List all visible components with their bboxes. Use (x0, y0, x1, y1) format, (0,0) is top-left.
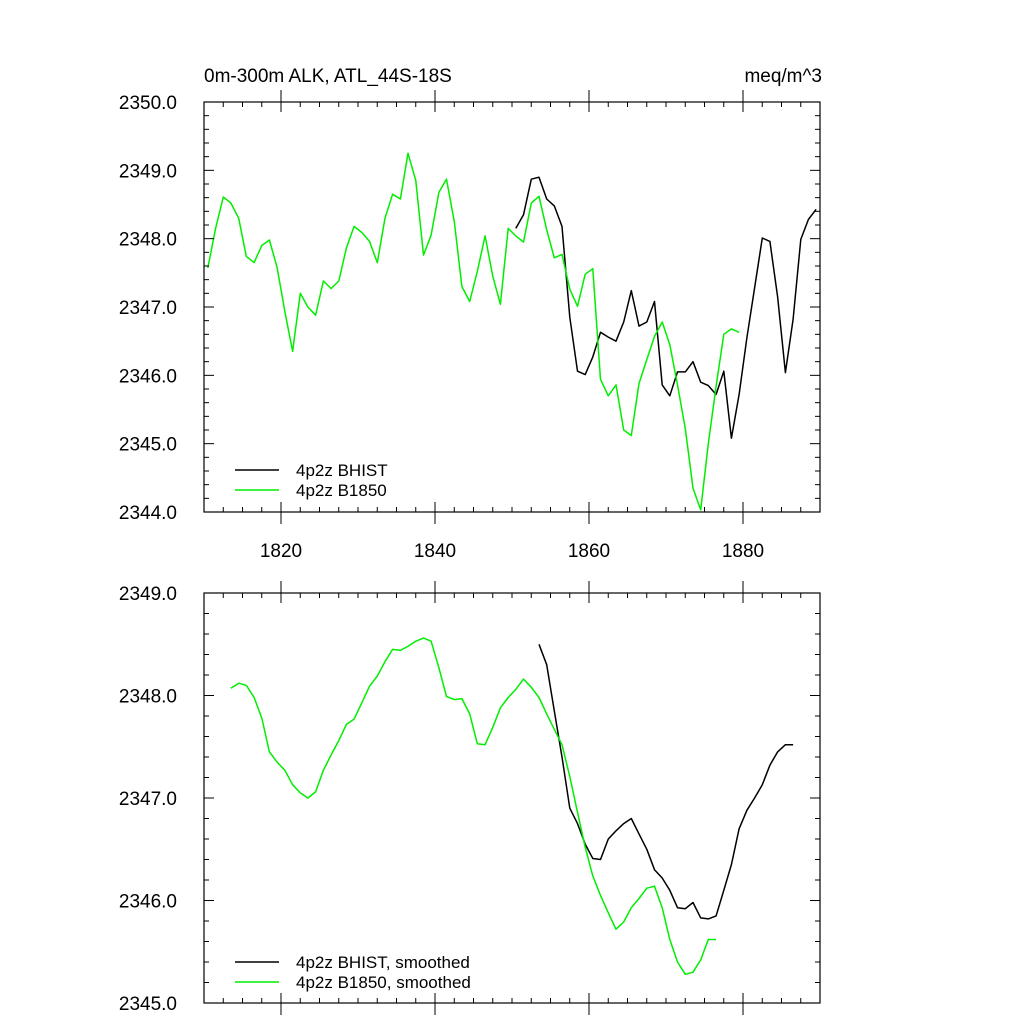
bottom-legend-b1850-label: 4p2z B1850, smoothed (296, 973, 471, 992)
top-panel-units: meq/m^3 (744, 66, 822, 87)
bottom-plot-frame (203, 592, 821, 1004)
top-y-tick-label: 2349.0 (119, 161, 177, 182)
bottom-y-tick-label: 2347.0 (119, 789, 177, 810)
top-x-tick-label: 1840 (414, 541, 456, 562)
top-x-tick-label: 1860 (568, 541, 610, 562)
top-legend-bhist-label: 4p2z BHIST (296, 461, 388, 480)
bottom-y-tick-label: 2346.0 (119, 892, 177, 913)
bottom-y-tick-label: 2345.0 (119, 994, 177, 1015)
top-legend-b1850-label: 4p2z B1850 (296, 481, 387, 500)
top-y-tick-label: 2344.0 (119, 503, 177, 524)
bottom-series-bhist-line (538, 644, 794, 920)
bottom-y-tick-label: 2349.0 (119, 584, 177, 605)
bottom-legend-bhist-label: 4p2z BHIST, smoothed (296, 953, 470, 972)
top-plot-frame (203, 101, 821, 513)
top-y-tick-label: 2346.0 (119, 366, 177, 387)
top-series-bhist-line (515, 176, 817, 439)
top-y-tick-label: 2345.0 (119, 435, 177, 456)
top-y-tick-label: 2350.0 (119, 93, 177, 114)
top-x-tick-label: 1880 (722, 541, 764, 562)
top-panel: 0m-300m ALK, ATL_44S-18S meq/m^3 1820 184… (119, 66, 822, 562)
top-x-tick-label: 1820 (260, 541, 302, 562)
bottom-y-tick-label: 2348.0 (119, 687, 177, 708)
top-y-tick-label: 2348.0 (119, 230, 177, 251)
top-series-b1850-line (207, 152, 740, 511)
bottom-series-b1850-line (230, 637, 717, 976)
top-panel-title: 0m-300m ALK, ATL_44S-18S (204, 66, 452, 87)
top-y-tick-label: 2347.0 (119, 298, 177, 319)
bottom-panel: 2345.0 2346.0 2347.0 2348.0 2349.0 4p2z BHIS… (119, 581, 821, 1015)
